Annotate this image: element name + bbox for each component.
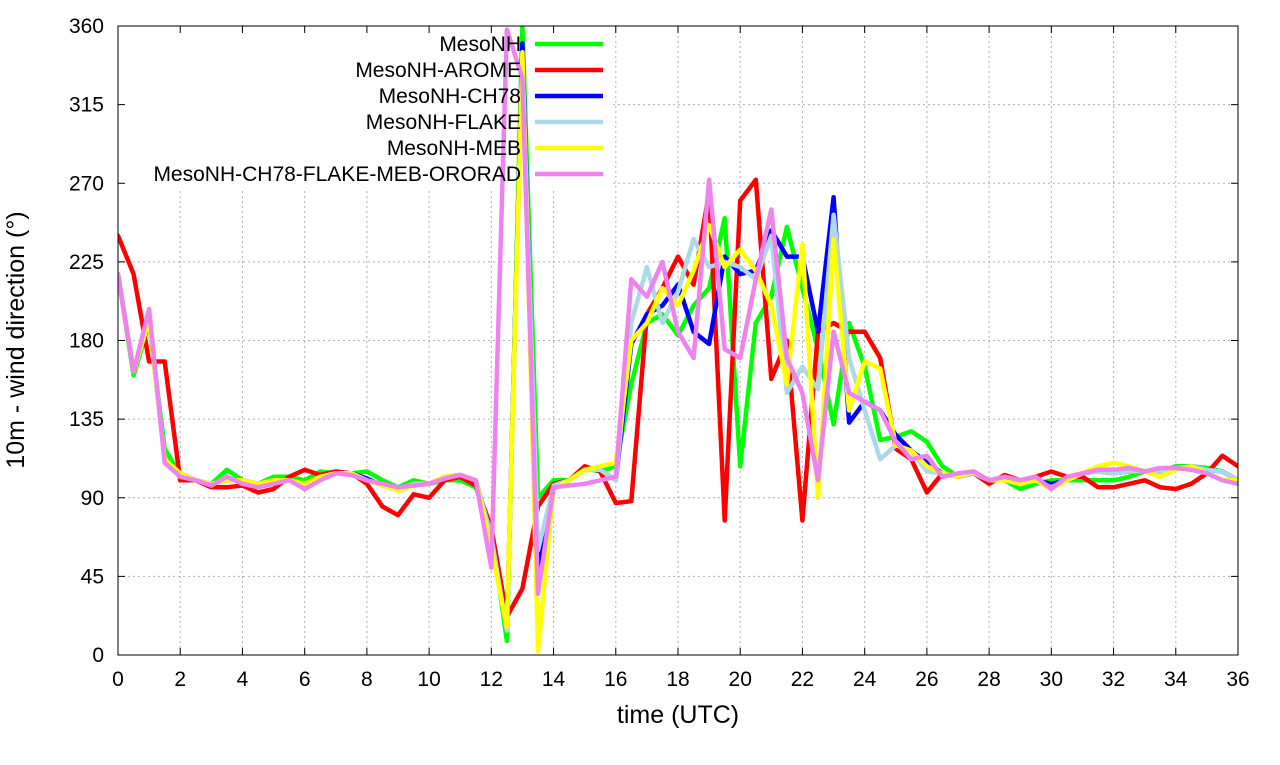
x-tick-label: 22 (791, 668, 814, 691)
legend-label: MesoNH-CH78-FLAKE-MEB-ORORAD (153, 163, 521, 186)
y-tick-label: 135 (69, 408, 104, 431)
x-tick-label: 16 (604, 668, 627, 691)
x-tick-label: 8 (361, 668, 373, 691)
y-tick-label: 90 (81, 487, 104, 510)
y-tick-label: 0 (92, 644, 104, 667)
series-line-1 (118, 177, 1238, 619)
x-axis-label: time (UTC) (617, 701, 739, 729)
y-tick-label: 225 (69, 251, 104, 274)
x-tick-label: 24 (853, 668, 877, 691)
legend-item: MesoNH-MEB (387, 137, 603, 160)
legend-item: MesoNH-CH78 (379, 85, 603, 108)
y-tick-label: 45 (81, 565, 104, 588)
legend-label: MesoNH-MEB (387, 137, 521, 160)
x-tick-label: 20 (729, 668, 752, 691)
x-tick-label: 26 (915, 668, 938, 691)
x-tick-label: 10 (417, 668, 440, 691)
series-layer (118, 26, 1238, 654)
legend-label: MesoNH-AROME (355, 59, 521, 82)
x-tick-label: 6 (299, 668, 311, 691)
legend-label: MesoNH-FLAKE (366, 111, 521, 134)
y-tick-label: 270 (69, 172, 104, 195)
x-tick-label: 36 (1226, 668, 1249, 691)
x-tick-label: 28 (977, 668, 1000, 691)
tick-layer: 0 2 4 6 8 10 12 14 16 18 20 22 24 26 28 30 32 34 360459013… (69, 15, 1250, 691)
grid-layer (110, 26, 1238, 655)
legend-item: MesoNH-FLAKE (366, 111, 603, 134)
series-line-5 (118, 27, 1238, 597)
x-tick-label: 18 (666, 668, 689, 691)
x-tick-label: 34 (1164, 668, 1188, 691)
x-tick-label: 12 (480, 668, 503, 691)
x-tick-label: 0 (112, 668, 124, 691)
y-axis-label: 10m - wind direction (°) (2, 211, 30, 468)
y-tick-label: 360 (69, 15, 104, 38)
x-tick-label: 4 (237, 668, 249, 691)
x-tick-label: 14 (542, 668, 566, 691)
x-tick-label: 2 (174, 668, 186, 691)
legend-item: MesoNH (439, 33, 603, 56)
legend-item: MesoNH-CH78-FLAKE-MEB-ORORAD (153, 163, 603, 186)
legend: MesoNH MesoNH-AROME MesoNH-CH78 MesoNH-FLAK… (153, 33, 603, 186)
legend-label: MesoNH (439, 33, 521, 56)
y-tick-label: 315 (69, 94, 104, 117)
y-tick-label: 180 (69, 330, 104, 353)
legend-item: MesoNH-AROME (355, 59, 603, 82)
x-tick-label: 32 (1102, 668, 1125, 691)
legend-label: MesoNH-CH78 (379, 85, 521, 108)
x-tick-label: 30 (1040, 668, 1063, 691)
